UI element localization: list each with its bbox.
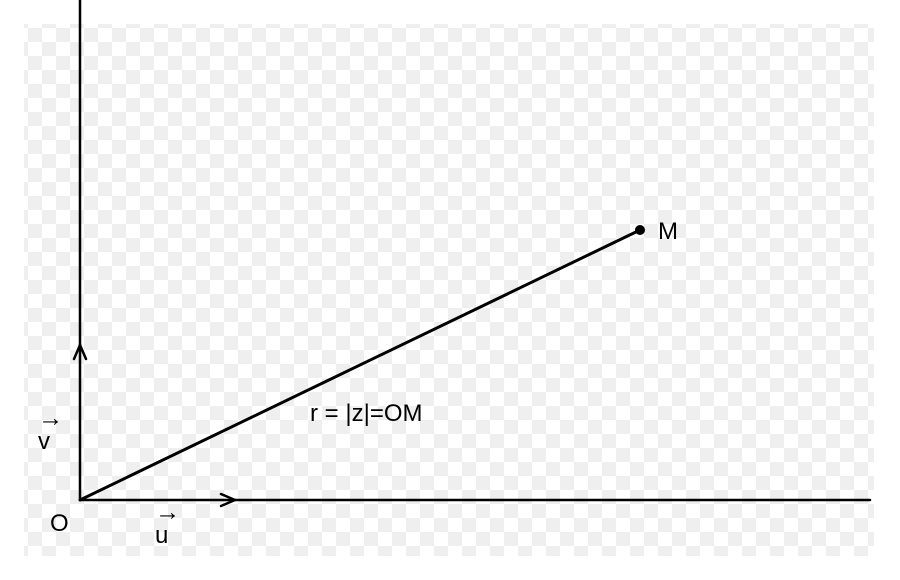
label-origin-O: O	[50, 510, 69, 538]
geometry-svg	[0, 0, 900, 580]
label-text: M	[658, 218, 678, 245]
label-text: r = |z|=OM	[310, 400, 423, 427]
vector-notation: → v	[38, 428, 50, 456]
label-text: O	[50, 510, 69, 537]
vector-notation: → u	[155, 522, 168, 550]
arrow-overline-icon: →	[38, 404, 50, 433]
arrow-overline-icon: →	[155, 498, 168, 527]
label-modulus-r: r = |z|=OM	[310, 400, 423, 428]
label-vector-u: → u	[155, 522, 168, 550]
diagram-canvas: { "canvas": { "width": 900, "height": 58…	[0, 0, 900, 580]
label-point-M: M	[658, 218, 678, 246]
label-vector-v: → v	[38, 428, 50, 456]
